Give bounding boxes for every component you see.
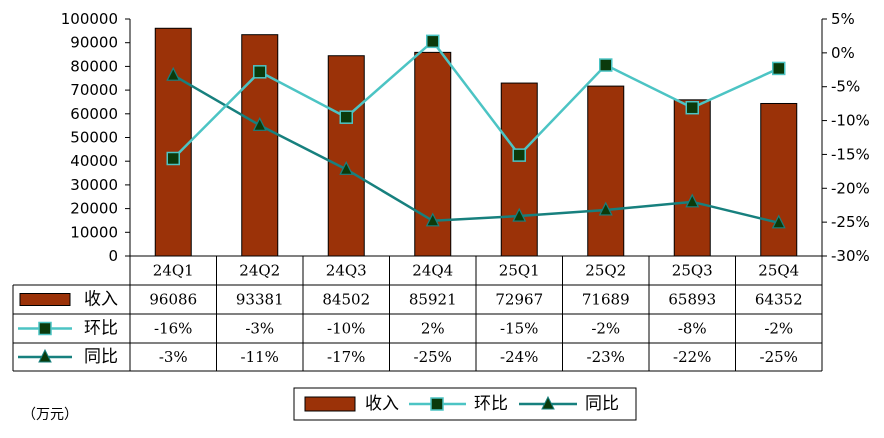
legend-mom-marker <box>430 397 444 411</box>
left-axis: 0 10000 20000 30000 40000 50000 60000 70000 8000… <box>61 10 131 265</box>
right-tick-label: 5% <box>831 10 855 28</box>
yoy-point <box>166 66 181 81</box>
line-mom-path <box>172 39 780 160</box>
category-label: 25Q3 <box>672 262 713 280</box>
mom-line-series <box>166 34 786 166</box>
data-label: 2% <box>421 320 445 338</box>
data-label: -2% <box>764 320 793 338</box>
left-tick-label: 0 <box>108 247 118 265</box>
yoy-point <box>512 207 527 222</box>
data-label: -22% <box>673 348 711 366</box>
data-label: 85921 <box>409 291 457 309</box>
mom-point <box>166 151 180 166</box>
left-tick-label: 10000 <box>70 223 118 241</box>
legend: 收入 环比 同比 <box>293 387 637 421</box>
data-label: -15% <box>500 320 538 338</box>
right-tick-label: -15% <box>831 145 870 163</box>
data-label: -17% <box>327 348 365 366</box>
revenue-bar <box>154 27 192 257</box>
table-key-marker <box>38 348 52 363</box>
data-table: 24Q1 24Q2 24Q3 24Q4 25Q1 25Q2 25Q3 25Q4 收入 96086 9… <box>12 19 823 372</box>
mom-point <box>512 148 526 162</box>
left-tick-label: 50000 <box>70 129 118 147</box>
data-label: -8% <box>678 320 707 338</box>
right-axis: -30% -25% -20% -15% -10% -5% 0% 5% <box>821 10 870 265</box>
mom-point <box>339 110 353 124</box>
revenue-bars <box>154 27 798 257</box>
right-tick-label: -10% <box>831 112 870 130</box>
legend-label: 收入 <box>365 394 399 414</box>
yoy-point <box>425 212 440 227</box>
data-label: 71689 <box>582 291 630 309</box>
legend-yoy-marker <box>541 395 555 410</box>
legend-bar-key <box>304 396 356 412</box>
left-tick-label: 30000 <box>70 176 118 194</box>
data-label: -2% <box>591 320 620 338</box>
mom-point <box>685 100 699 115</box>
revenue-bar <box>241 34 279 257</box>
data-label: -11% <box>241 348 279 366</box>
mom-point <box>426 34 440 49</box>
unit-label: （万元） <box>22 407 78 423</box>
yoy-point <box>685 193 700 208</box>
series-name-label: 同比 <box>84 347 118 367</box>
data-label: -25% <box>760 348 798 366</box>
yoy-line-series <box>166 66 786 229</box>
revenue-bar <box>760 102 798 257</box>
mom-point <box>253 65 267 79</box>
category-label: 25Q1 <box>499 262 540 280</box>
category-label: 24Q3 <box>326 262 367 280</box>
right-tick-label: -30% <box>831 247 870 265</box>
category-label: 24Q4 <box>412 262 453 280</box>
yoy-point <box>771 214 786 229</box>
right-tick-label: 0% <box>831 44 855 62</box>
right-tick-label: -25% <box>831 213 870 231</box>
line-yoy-path <box>172 74 780 225</box>
data-label: 65893 <box>668 291 716 309</box>
data-label: 93381 <box>236 291 284 309</box>
data-label: -25% <box>414 348 452 366</box>
left-tick-label: 60000 <box>70 105 118 123</box>
left-tick-label: 90000 <box>70 34 118 52</box>
revenue-bar <box>587 85 625 257</box>
left-tick-label: 40000 <box>70 152 118 170</box>
left-tick-label: 20000 <box>70 200 118 218</box>
left-tick-label: 100000 <box>61 10 118 28</box>
mom-point <box>599 58 613 72</box>
category-label: 25Q4 <box>758 262 799 280</box>
series-name-label: 收入 <box>84 290 118 310</box>
data-label: -10% <box>327 320 365 338</box>
data-label: -23% <box>587 348 625 366</box>
data-label: -16% <box>154 320 192 338</box>
data-label: 96086 <box>149 291 197 309</box>
category-label: 24Q1 <box>153 262 194 280</box>
revenue-bar <box>673 99 711 257</box>
left-tick-label: 80000 <box>70 57 118 75</box>
series-name-label: 环比 <box>84 319 118 339</box>
left-tick-label: 70000 <box>70 81 118 99</box>
data-label: 84502 <box>322 291 370 309</box>
category-label: 25Q2 <box>585 262 626 280</box>
revenue-bar <box>500 82 538 257</box>
table-key-marker <box>38 321 52 336</box>
data-label: 64352 <box>755 291 803 309</box>
yoy-point <box>598 201 613 216</box>
right-tick-label: -20% <box>831 179 870 197</box>
legend-label: 同比 <box>585 394 619 414</box>
legend-label: 环比 <box>474 394 508 414</box>
data-label: 72967 <box>495 291 543 309</box>
data-label: -24% <box>500 348 538 366</box>
yoy-point <box>252 116 267 131</box>
data-label: -3% <box>159 348 188 366</box>
yoy-point <box>339 160 354 175</box>
right-tick-label: -5% <box>831 78 860 96</box>
mom-point <box>772 61 786 76</box>
data-label: -3% <box>245 320 274 338</box>
revenue-bar <box>327 55 365 257</box>
table-key-bar <box>19 293 71 306</box>
category-label: 24Q2 <box>239 262 280 280</box>
